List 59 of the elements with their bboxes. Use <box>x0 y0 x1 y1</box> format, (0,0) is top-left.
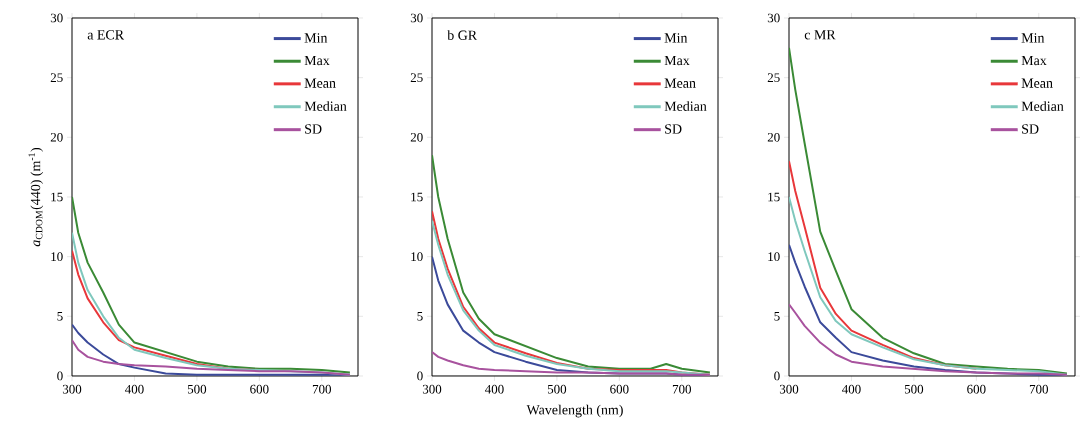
y-tick-label: 10 <box>768 252 780 262</box>
line-series <box>789 46 1068 375</box>
line-series <box>72 339 351 376</box>
x-tick-label: 700 <box>1029 384 1049 394</box>
y-tick-label: 30 <box>410 13 423 23</box>
legend-label: Median <box>304 101 347 111</box>
x-tick-label: 600 <box>967 384 986 394</box>
y-tick-label: 5 <box>774 312 780 321</box>
text: b GR <box>447 30 478 40</box>
legend-label: Max <box>664 55 690 66</box>
x-tick-label: 300 <box>422 384 442 394</box>
y-tick-label: 20 <box>767 132 780 142</box>
y-tick-label: 25 <box>50 73 63 82</box>
x-tick-label: 400 <box>484 384 504 394</box>
y-tick-label: 15 <box>768 192 780 202</box>
y-tick-label: 5 <box>57 312 63 321</box>
y-tick-label: 25 <box>767 73 780 82</box>
legend-label: Median <box>664 101 707 111</box>
legend-label: Min <box>1021 33 1045 43</box>
x-tick-label: 400 <box>841 384 861 394</box>
y-tick-label: 25 <box>410 73 423 82</box>
x-tick-label: 700 <box>312 384 332 394</box>
y-tick-label: 5 <box>417 312 423 321</box>
line-series <box>789 195 1068 376</box>
x-tick-label: 500 <box>547 384 567 394</box>
y-tick-label: 0 <box>57 371 63 381</box>
x-tick-label: 700 <box>672 384 692 394</box>
x-tick-label: 300 <box>62 384 82 394</box>
legend-label: SD <box>665 124 682 134</box>
x-axis-title: Wavelength (nm) <box>526 404 623 418</box>
legend-label: SD <box>1022 124 1039 134</box>
y-axis-title: a$_{CDOM}$(440) (m$^{-1}$) <box>28 147 44 247</box>
y-tick-label: 30 <box>50 13 63 23</box>
y-tick-label: 20 <box>410 132 423 142</box>
y-tick-label: 0 <box>417 371 423 381</box>
legend-label: Median <box>1021 101 1064 111</box>
legend-label: Mean <box>304 78 336 88</box>
legend-label: Min <box>664 33 688 43</box>
y-tick-label: 10 <box>51 252 63 262</box>
legend-label: SD <box>305 124 322 134</box>
legend-label: Mean <box>1021 78 1053 88</box>
y-tick-label: 30 <box>767 13 780 23</box>
legend-label: Min <box>304 33 328 43</box>
x-tick-label: 300 <box>779 384 799 394</box>
text: c MR <box>804 30 836 40</box>
y-tick-label: 15 <box>51 192 63 202</box>
x-tick-label: 400 <box>124 384 144 394</box>
y-tick-label: 15 <box>411 192 423 202</box>
legend-label: Max <box>304 55 330 66</box>
y-tick-label: 10 <box>411 252 423 262</box>
legend-label: Mean <box>664 78 696 88</box>
x-tick-label: 600 <box>250 384 269 394</box>
x-tick-label: 500 <box>904 384 924 394</box>
y-tick-label: 0 <box>774 371 780 381</box>
x-tick-label: 600 <box>610 384 629 394</box>
x-tick-label: 500 <box>187 384 207 394</box>
y-tick-label: 20 <box>50 132 63 142</box>
text: a ECR <box>87 30 125 40</box>
legend-label: Max <box>1021 55 1047 66</box>
